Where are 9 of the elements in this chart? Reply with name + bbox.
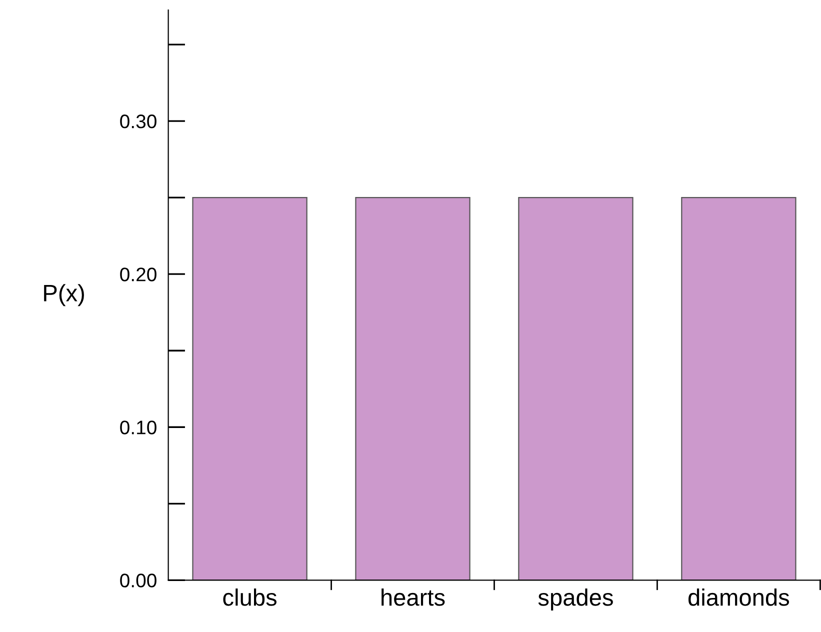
y-tick-label: 0.30 (120, 114, 156, 128)
x-tick-label: diamonds (688, 588, 790, 606)
y-tick-label: 0.20 (120, 268, 156, 282)
y-tick-label: 0.10 (120, 420, 156, 434)
x-tick-label: clubs (223, 588, 276, 606)
x-tick-label: hearts (382, 588, 445, 606)
y-tick-label: 0.00 (120, 574, 156, 588)
y-axis-title: P(x) (44, 284, 84, 306)
x-tick-label: spades (538, 588, 613, 611)
